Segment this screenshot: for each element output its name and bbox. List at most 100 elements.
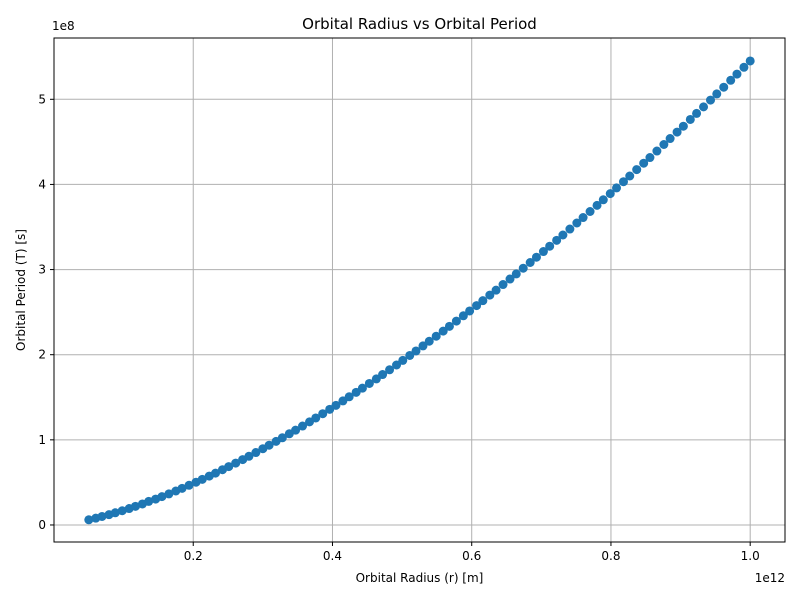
data-point — [164, 489, 174, 499]
points-layer — [84, 56, 755, 525]
x-tick-label: 0.8 — [601, 549, 620, 563]
data-point — [451, 316, 461, 326]
data-point — [672, 127, 682, 137]
data-point — [291, 425, 301, 435]
ticks-layer: 0.2 0.4 0.6 0.8 1.0 0 1 2 3 4 5 — [38, 92, 759, 563]
data-point — [184, 480, 194, 490]
data-point — [318, 409, 328, 419]
data-point — [612, 183, 622, 193]
data-point — [251, 448, 261, 458]
data-point — [211, 468, 221, 478]
data-point — [444, 321, 454, 331]
data-point — [418, 341, 428, 351]
data-point — [231, 458, 241, 468]
data-point — [411, 346, 421, 356]
data-point — [97, 511, 107, 521]
data-point — [505, 274, 515, 284]
data-point — [699, 102, 709, 112]
data-point — [545, 241, 555, 251]
data-point — [598, 195, 608, 205]
data-point — [639, 158, 649, 168]
data-point — [472, 301, 482, 311]
data-point — [652, 146, 662, 156]
data-point — [719, 82, 729, 92]
data-point — [110, 508, 120, 518]
data-point — [558, 230, 568, 240]
chart-title: Orbital Radius vs Orbital Period — [302, 15, 537, 33]
data-point — [525, 258, 535, 268]
data-point — [177, 483, 187, 493]
x-tick-label: 0.4 — [323, 549, 342, 563]
data-point — [331, 400, 341, 410]
data-point — [197, 474, 207, 484]
data-point — [678, 121, 688, 131]
data-point — [578, 213, 588, 223]
data-point — [739, 62, 749, 72]
data-point — [244, 451, 254, 461]
plot-frame — [53, 37, 786, 543]
grid-layer — [54, 38, 785, 542]
y-tick-label: 5 — [38, 92, 46, 106]
data-point — [511, 269, 521, 279]
y-tick-label: 1 — [38, 433, 46, 447]
data-point — [398, 355, 408, 365]
y-tick-label: 2 — [38, 348, 46, 362]
data-point — [378, 370, 388, 380]
x-tick-label: 1.0 — [741, 549, 760, 563]
x-axis-label: Orbital Radius (r) [m] — [356, 571, 484, 585]
data-point — [277, 433, 287, 443]
data-point — [732, 69, 742, 79]
x-tick-label: 0.6 — [462, 549, 481, 563]
data-point — [572, 218, 582, 228]
data-point — [465, 306, 475, 316]
data-point — [371, 374, 381, 384]
data-point — [665, 134, 675, 144]
y-offset-text: 1e8 — [52, 19, 75, 33]
data-point — [592, 200, 602, 210]
data-point — [625, 171, 635, 181]
data-point — [344, 392, 354, 402]
data-point — [385, 365, 395, 375]
data-point — [458, 311, 468, 321]
data-point — [144, 496, 154, 506]
data-point — [357, 383, 367, 393]
data-point — [712, 89, 722, 99]
data-point — [224, 462, 234, 472]
data-point — [405, 350, 415, 360]
data-point — [424, 336, 434, 346]
data-point — [531, 252, 541, 262]
data-point — [130, 501, 140, 511]
data-point — [491, 285, 501, 295]
data-point — [364, 378, 374, 388]
data-point — [518, 263, 528, 273]
data-point — [605, 189, 615, 199]
data-point — [692, 108, 702, 118]
data-point — [726, 75, 736, 85]
y-tick-label: 3 — [38, 263, 46, 277]
data-point — [117, 506, 127, 516]
data-point — [706, 95, 716, 105]
data-point — [618, 177, 628, 187]
data-point — [659, 140, 669, 150]
data-point — [645, 153, 655, 163]
y-axis-label: Orbital Period (T) [s] — [14, 229, 28, 351]
data-point — [538, 247, 548, 257]
data-point — [552, 235, 562, 245]
y-tick-label: 0 — [38, 518, 46, 532]
data-point — [745, 56, 755, 66]
data-point — [392, 360, 402, 370]
data-point — [585, 207, 595, 217]
data-point — [311, 413, 321, 423]
data-point — [485, 290, 495, 300]
data-point — [478, 296, 488, 306]
data-point — [498, 280, 508, 290]
data-point — [685, 114, 695, 124]
x-tick-label: 0.2 — [184, 549, 203, 563]
y-tick-label: 4 — [38, 177, 46, 191]
data-point — [84, 515, 94, 525]
data-point — [632, 165, 642, 175]
data-point — [431, 331, 441, 341]
data-point — [298, 421, 308, 431]
